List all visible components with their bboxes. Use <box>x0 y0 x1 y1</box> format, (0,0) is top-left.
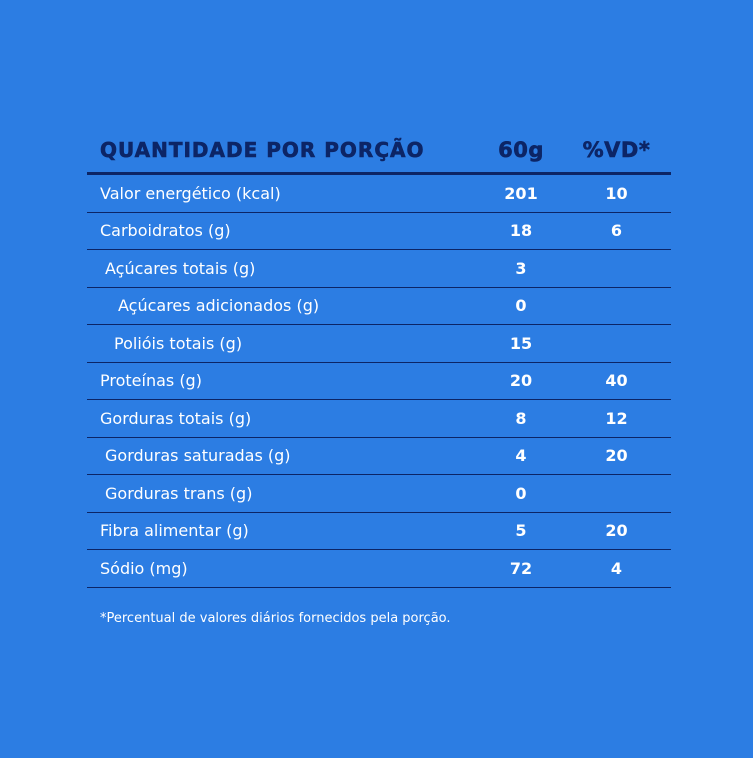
nutrient-name: Fibra alimentar (g) <box>100 521 249 541</box>
nutrient-amount: 0 <box>515 483 527 503</box>
table-row: Açúcares totais (g) 3 <box>87 250 671 288</box>
nutrient-amount: 8 <box>515 408 527 428</box>
nutrient-name: Açúcares adicionados (g) <box>118 296 320 316</box>
nutrient-amount: 4 <box>515 446 527 466</box>
nutrient-name: Valor energético (kcal) <box>100 183 281 203</box>
nutrient-name: Gorduras saturadas (g) <box>105 446 291 466</box>
nutrient-name: Polióis totais (g) <box>114 333 243 353</box>
nutrient-amount: 201 <box>504 183 538 203</box>
nutrient-daily-value: 10 <box>605 183 628 203</box>
nutrient-daily-value: 40 <box>605 371 628 391</box>
table-row: Fibra alimentar (g) 5 20 <box>87 513 671 550</box>
nutrient-amount: 3 <box>515 258 527 278</box>
nutrient-amount: 15 <box>509 333 533 353</box>
table-row: Açúcares adicionados (g) 0 <box>87 288 671 325</box>
nutrient-daily-value: 4 <box>610 558 623 578</box>
header-serving-label: QUANTIDADE POR PORÇÃO <box>100 138 425 163</box>
nutrient-amount: 72 <box>509 558 533 578</box>
nutrient-daily-value: 12 <box>605 408 628 428</box>
table-row: Sódio (mg) 72 4 <box>87 550 671 588</box>
nutrient-name: Sódio (mg) <box>100 558 188 578</box>
table-row: Polióis totais (g) 15 <box>87 325 671 363</box>
table-row: Gorduras saturadas (g) 4 20 <box>87 438 671 475</box>
nutrient-name: Gorduras totais (g) <box>100 408 252 428</box>
header-amount: 60g <box>498 138 544 163</box>
nutrient-name: Carboidratos (g) <box>100 221 231 241</box>
table-row: Gorduras trans (g) 0 <box>87 475 671 513</box>
nutrition-table: QUANTIDADE POR PORÇÃO 60g %VD* Valor ene… <box>87 128 671 588</box>
table-row: Carboidratos (g) 18 6 <box>87 213 671 250</box>
table-row: Valor energético (kcal) 201 10 <box>87 175 671 213</box>
footnote: *Percentual de valores diários fornecido… <box>100 611 451 626</box>
nutrient-amount: 5 <box>515 521 527 541</box>
nutrient-daily-value: 6 <box>610 221 623 241</box>
nutrient-amount: 20 <box>509 371 533 391</box>
nutrient-daily-value: 20 <box>605 521 628 541</box>
nutrient-daily-value: 20 <box>605 446 628 466</box>
header-daily-value: %VD* <box>582 138 651 163</box>
nutrient-name: Proteínas (g) <box>100 371 202 391</box>
nutrient-amount: 18 <box>509 221 533 241</box>
table-header: QUANTIDADE POR PORÇÃO 60g %VD* <box>87 128 671 175</box>
table-row: Proteínas (g) 20 40 <box>87 363 671 400</box>
nutrient-amount: 0 <box>515 296 527 316</box>
nutrient-name: Açúcares totais (g) <box>105 258 256 278</box>
table-row: Gorduras totais (g) 8 12 <box>87 400 671 438</box>
nutrient-name: Gorduras trans (g) <box>105 483 253 503</box>
